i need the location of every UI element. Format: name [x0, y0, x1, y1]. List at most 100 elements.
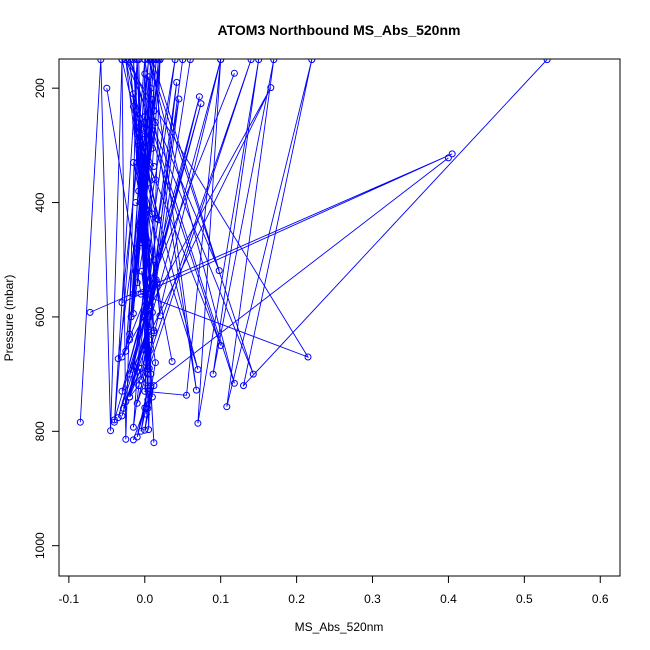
data-point: [138, 267, 146, 275]
x-tick-label: 0.3: [364, 592, 381, 606]
data-point: [154, 216, 162, 224]
data-point: [150, 59, 158, 64]
data-point: [543, 59, 551, 64]
data-point: [147, 370, 155, 378]
series-line-4: [106, 59, 310, 391]
y-axis-label: Pressure (mbar): [2, 275, 16, 362]
data-point: [133, 399, 141, 407]
data-point: [141, 426, 149, 434]
data-point: [240, 382, 247, 390]
data-point: [132, 107, 140, 115]
data-point: [217, 59, 225, 64]
data-point: [136, 147, 144, 155]
data-point: [145, 73, 153, 81]
data-point: [132, 199, 140, 206]
data-point: [103, 84, 111, 92]
x-tick-label: 0.4: [440, 592, 457, 606]
data-point: [217, 342, 225, 349]
data-point: [129, 59, 137, 64]
data-point: [152, 59, 160, 64]
data-point: [173, 78, 181, 86]
data-point: [255, 59, 263, 64]
data-point: [153, 215, 161, 223]
x-tick-label: 0.0: [136, 592, 153, 606]
data-point: [135, 187, 143, 195]
data-point: [137, 239, 145, 247]
data-point: [144, 404, 152, 412]
data-point: [135, 59, 143, 64]
data-point: [137, 290, 145, 298]
data-point: [150, 256, 158, 264]
data-point: [86, 308, 94, 316]
data-point: [141, 342, 149, 349]
series-line-10: [136, 162, 155, 409]
data-point: [270, 59, 278, 64]
data-point: [150, 327, 158, 335]
data-point: [444, 154, 452, 162]
data-point: [129, 159, 137, 166]
data-point: [308, 59, 316, 64]
data-point: [183, 391, 190, 399]
data-point: [141, 404, 149, 412]
data-point: [114, 355, 122, 363]
x-tick-label: 0.5: [516, 592, 533, 606]
data-point: [107, 427, 115, 435]
data-point: [127, 313, 135, 321]
data-point: [304, 353, 312, 361]
y-tick-label: 200: [33, 78, 47, 98]
data-point: [194, 366, 202, 373]
data-point: [194, 419, 202, 427]
data-point: [129, 290, 137, 298]
data-point: [145, 426, 153, 434]
data-point: [215, 267, 223, 275]
data-point: [223, 403, 231, 411]
data-point: [76, 418, 84, 426]
data-point: [118, 412, 126, 420]
data-point: [230, 379, 238, 387]
data-point: [129, 90, 137, 98]
data-point: [133, 279, 141, 287]
y-tick-label: 1000: [33, 532, 47, 559]
data-point: [148, 210, 156, 218]
data-point: [129, 362, 137, 370]
series-line-14: [132, 93, 156, 243]
data-point: [195, 93, 203, 101]
data-point: [120, 404, 127, 412]
data-point: [179, 59, 187, 64]
data-point: [448, 150, 456, 158]
chart-title: ATOM3 Northbound MS_Abs_520nm: [218, 22, 461, 38]
data-point: [133, 244, 141, 252]
data-point: [148, 96, 156, 104]
data-point: [122, 347, 130, 355]
data-point: [151, 176, 159, 184]
data-point: [151, 359, 159, 367]
data-point: [133, 159, 141, 166]
data-point: [126, 370, 134, 378]
data-point: [186, 59, 194, 64]
data-point: [247, 59, 255, 64]
data-point: [136, 227, 144, 235]
data-point: [118, 299, 126, 307]
data-point: [122, 435, 130, 443]
data-point: [150, 163, 158, 170]
data-point: [171, 59, 179, 64]
data-point: [150, 382, 158, 390]
data-point: [141, 346, 149, 354]
data-point: [197, 100, 205, 108]
data-point: [114, 414, 122, 422]
data-point: [139, 187, 147, 195]
data-point: [110, 418, 118, 426]
data-point: [110, 416, 118, 424]
data-points: [76, 59, 551, 447]
data-point: [133, 433, 141, 441]
data-point: [145, 326, 153, 334]
data-point: [135, 382, 143, 390]
data-point: [192, 386, 200, 394]
data-point: [148, 393, 156, 401]
y-tick-label: 800: [33, 421, 47, 441]
data-point: [150, 329, 158, 337]
data-point: [145, 336, 153, 344]
data-point: [139, 130, 146, 138]
data-point: [147, 382, 155, 390]
